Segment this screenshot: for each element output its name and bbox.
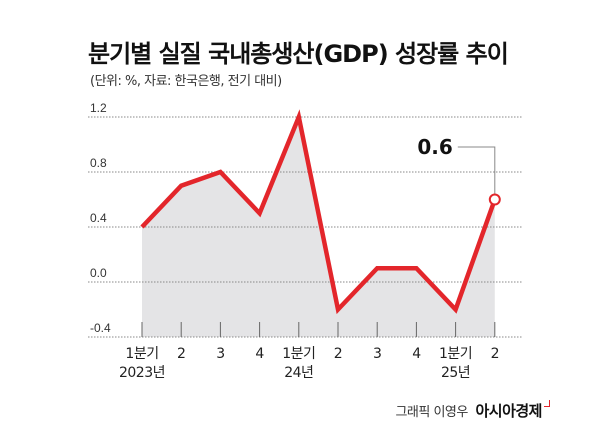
- x-tick-year-label: 2023년: [119, 365, 165, 381]
- chart-subtitle: (단위: %, 자료: 한국은행, 전기 대비): [90, 74, 282, 89]
- annotation-label: 0.6: [417, 135, 452, 159]
- x-tick-label: 2: [177, 346, 185, 362]
- credit: 그래픽 이영우 아시아경제: [395, 400, 550, 421]
- annotation-leader: [457, 146, 496, 194]
- x-tick-label: 1분기: [125, 346, 158, 362]
- y-tick-label: 1.2: [90, 101, 107, 115]
- x-tick-label: 1분기: [439, 346, 472, 362]
- y-tick-label: 0.8: [90, 156, 107, 170]
- x-tick-label: 3: [216, 346, 224, 362]
- brand-logo: 아시아경제: [475, 402, 542, 420]
- x-tick-label: 4: [255, 346, 264, 362]
- chart-title: 분기별 실질 국내총생산(GDP) 성장률 추이: [88, 40, 509, 68]
- brand-mark-icon: [544, 400, 550, 407]
- y-tick-label: 0.0: [90, 266, 107, 280]
- x-tick-label: 4: [412, 346, 421, 362]
- x-tick-label: 1분기: [282, 346, 315, 362]
- x-tick-year-label: 24년: [284, 365, 313, 381]
- y-tick-label: 0.4: [90, 211, 107, 225]
- y-tick-label: -0.4: [90, 321, 111, 335]
- data-point-highlight: [488, 193, 501, 206]
- x-tick-year-label: 25년: [441, 365, 470, 381]
- series-line: [140, 109, 497, 315]
- credit-author: 그래픽 이영우: [395, 405, 468, 420]
- x-tick-label: 2: [334, 346, 342, 362]
- x-tick-label: 2: [491, 346, 499, 362]
- x-tick-label: 3: [373, 346, 381, 362]
